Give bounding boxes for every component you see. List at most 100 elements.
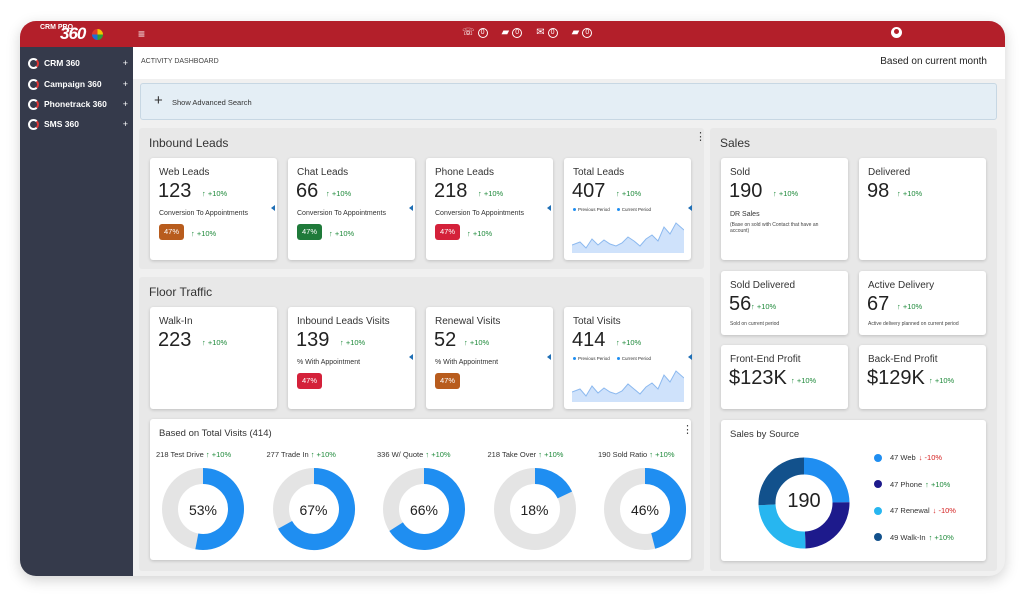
phonetrack-icon: [28, 98, 39, 110]
card-title: Total Leads: [573, 167, 625, 178]
sold-card[interactable]: Sold 190 ↑ +10% DR Sales (Base on sold w…: [721, 158, 848, 260]
walkin-card[interactable]: Walk-In 223 ↑ +10%: [150, 307, 277, 409]
badge-change: ↑ +10%: [329, 229, 355, 238]
card-change: ↑ +10%: [897, 302, 923, 311]
sidebar-item-phonetrack360[interactable]: Phonetrack 360 +: [28, 97, 128, 111]
collapse-left-icon[interactable]: [547, 354, 551, 360]
chart-legend: Previous Period Current Period: [573, 207, 651, 212]
legend-current-label: Current Period: [621, 356, 652, 361]
chat-icon[interactable]: ▰ 0: [502, 27, 523, 38]
sold-delivered-card[interactable]: Sold Delivered 56 ↑ +10% Sold on current…: [721, 271, 848, 335]
sidebar-item-crm360[interactable]: CRM 360 +: [28, 56, 128, 70]
total-leads-card[interactable]: Total Leads 407 ↑ +10% Previous Period C…: [564, 158, 691, 260]
collapse-left-icon[interactable]: [688, 205, 692, 211]
donut-change: ↑ +10%: [310, 450, 336, 459]
more-options-icon[interactable]: ⋮: [682, 424, 693, 436]
conversion-badge: 47%: [435, 224, 460, 240]
card-value: 66: [296, 180, 319, 202]
campaign-icon: [28, 78, 39, 90]
source-donut-chart: [758, 457, 850, 549]
legend-previous: Previous Period: [573, 207, 610, 212]
sms-icon: [28, 118, 39, 130]
folder-count: 0: [582, 27, 593, 38]
card-change: ↑ +10%: [897, 189, 923, 198]
leads-sparkline: [572, 222, 684, 253]
legend-previous: Previous Period: [573, 356, 610, 361]
app-logo[interactable]: CRM PRO 360: [38, 24, 103, 44]
top-bar: CRM PRO 360 ≡ ☏ 0 ▰ 0 ✉ 0 ▰ 0: [20, 21, 1005, 47]
inbound-visits-card[interactable]: Inbound Leads Visits 139 ↑ +10% % With A…: [288, 307, 415, 409]
visits-breakdown-card: Based on Total Visits (414) ⋮ 218 Test D…: [150, 419, 693, 560]
sidebar-item-label: Phonetrack 360: [44, 99, 107, 109]
card-note: (Base on sold with Contact that have an …: [730, 222, 819, 234]
source-legend-label: 47 Renewal: [890, 506, 930, 515]
card-title: Web Leads: [159, 167, 210, 178]
expand-icon[interactable]: +: [122, 79, 128, 89]
delivered-card[interactable]: Delivered 98 ↑ +10%: [859, 158, 986, 260]
card-change: ↑ +10%: [340, 338, 366, 347]
expand-icon[interactable]: +: [122, 58, 128, 68]
advanced-search-bar[interactable]: + Show Advanced Search: [140, 83, 997, 120]
card-title: Sales by Source: [730, 429, 800, 440]
sidebar-item-campaign360[interactable]: Campaign 360 +: [28, 77, 128, 91]
advanced-search-label[interactable]: Show Advanced Search: [172, 98, 252, 107]
more-options-icon[interactable]: ⋮: [695, 131, 706, 143]
breadcrumb: ACTIVITY DASHBOARD: [141, 58, 219, 65]
front-end-profit-card[interactable]: Front-End Profit $123K ↑ +10%: [721, 345, 848, 409]
page-header: ACTIVITY DASHBOARD Based on current mont…: [133, 47, 1005, 79]
donut-chart: [162, 468, 244, 550]
sidebar-item-sms360[interactable]: SMS 360 +: [28, 117, 128, 131]
legend-previous-label: Previous Period: [578, 207, 610, 212]
donut-label: 336 W/ Quote ↑ +10%: [377, 450, 451, 459]
mail-count: 0: [547, 27, 558, 38]
card-value: 123: [158, 180, 192, 202]
source-legend-change: ↑ +10%: [925, 479, 951, 489]
collapse-left-icon[interactable]: [271, 205, 275, 211]
card-note: Sold on current period: [730, 321, 780, 327]
badge-change: ↑ +10%: [467, 229, 493, 238]
panel-title: Inbound Leads: [149, 136, 229, 150]
donut-label: 218 Test Drive ↑ +10%: [156, 450, 232, 459]
chart-legend: Previous Period Current Period: [573, 356, 651, 361]
phone-icon[interactable]: ☏ 0: [462, 27, 488, 38]
appointment-badge: 47%: [435, 373, 460, 389]
total-visits-card[interactable]: Total Visits 414 ↑ +10% Previous Period …: [564, 307, 691, 409]
web-leads-card[interactable]: Web Leads 123 ↑ +10% Conversion To Appoi…: [150, 158, 277, 260]
crm-icon: [28, 57, 39, 69]
sales-panel: Sales Sold 190 ↑ +10% DR Sales (Base on …: [710, 128, 997, 571]
source-slice-walk-in: [758, 457, 805, 506]
collapse-left-icon[interactable]: [688, 354, 692, 360]
logo-ball-icon: [92, 29, 103, 40]
legend-dot: [874, 480, 882, 488]
donut-change: ↑ +10%: [649, 450, 675, 459]
card-value: 218: [434, 180, 468, 202]
folder-icon[interactable]: ▰ 0: [572, 27, 593, 38]
active-delivery-card[interactable]: Active Delivery 67 ↑ +10% Active deliver…: [859, 271, 986, 335]
phone-leads-card[interactable]: Phone Leads 218 ↑ +10% Conversion To App…: [426, 158, 553, 260]
card-value: $123K: [729, 367, 787, 389]
expand-icon[interactable]: +: [122, 119, 128, 129]
legend-current-label: Current Period: [621, 207, 652, 212]
card-title: Sold Delivered: [730, 280, 796, 291]
card-value: 98: [867, 180, 890, 202]
donut-value-arc: [277, 468, 355, 550]
back-end-profit-card[interactable]: Back-End Profit $129K ↑ +10%: [859, 345, 986, 409]
expand-icon[interactable]: +: [122, 99, 128, 109]
card-title: Chat Leads: [297, 167, 349, 178]
card-value: 414: [572, 329, 606, 351]
card-value: 139: [296, 329, 330, 351]
collapse-left-icon[interactable]: [547, 205, 551, 211]
hamburger-icon[interactable]: ≡: [138, 27, 146, 41]
user-icon[interactable]: [891, 27, 902, 38]
renewal-visits-card[interactable]: Renewal Visits 52 ↑ +10% % With Appointm…: [426, 307, 553, 409]
card-title: Phone Leads: [435, 167, 494, 178]
app-window: CRM PRO 360 ≡ ☏ 0 ▰ 0 ✉ 0 ▰ 0 CRM 360 + Campa…: [20, 21, 1005, 576]
collapse-left-icon[interactable]: [409, 205, 413, 211]
chat-leads-card[interactable]: Chat Leads 66 ↑ +10% Conversion To Appoi…: [288, 158, 415, 260]
card-title: Sold: [730, 167, 751, 178]
collapse-left-icon[interactable]: [409, 354, 413, 360]
top-icons: ☏ 0 ▰ 0 ✉ 0 ▰ 0: [462, 27, 593, 38]
period-label: Based on current month: [880, 56, 987, 67]
mail-icon[interactable]: ✉ 0: [536, 27, 558, 38]
donut-change: ↑ +10%: [205, 450, 232, 459]
